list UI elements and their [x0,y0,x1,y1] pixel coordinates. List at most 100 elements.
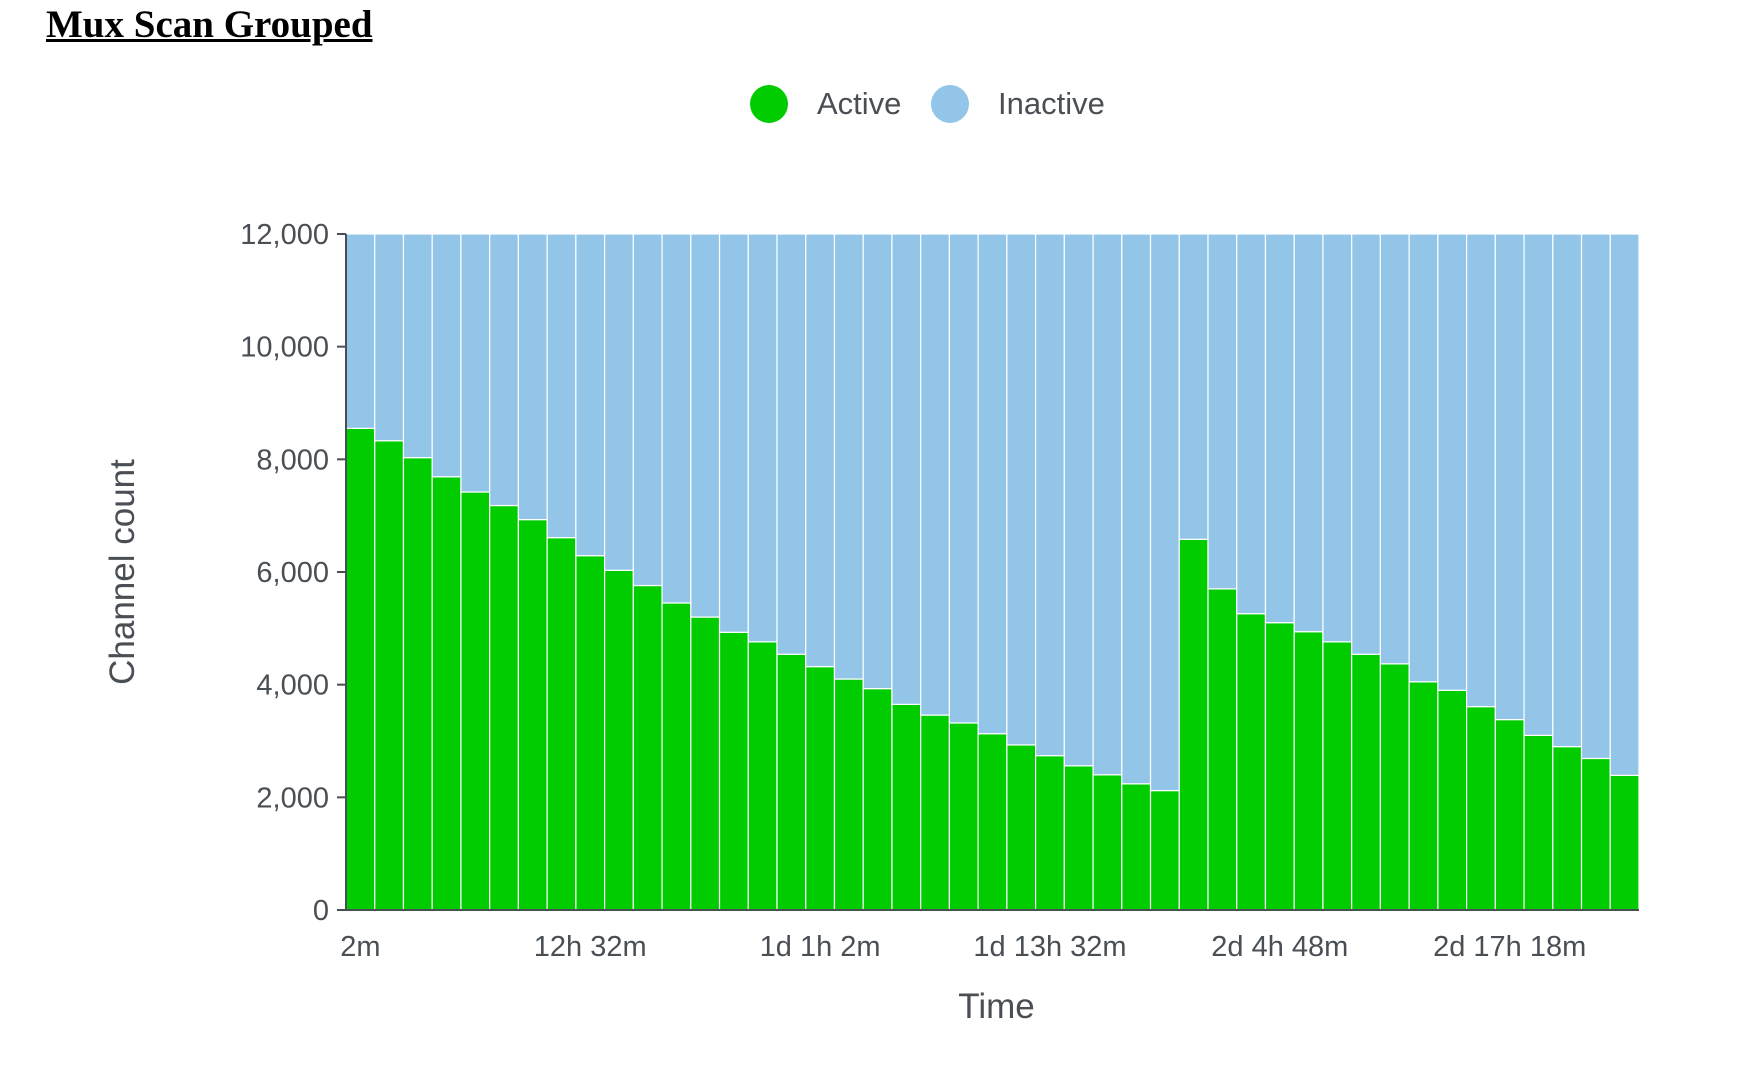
bar-active-3 [431,476,462,911]
bar-active-6 [517,519,548,911]
legend-swatch-inactive [931,85,969,123]
y-tick-label: 4,000 [256,670,329,702]
bar-inactive-24 [1034,233,1065,757]
bar-inactive-1 [374,233,405,442]
y-tick-label: 10,000 [240,332,329,364]
y-tick-label: 2,000 [256,782,329,814]
legend: Active Inactive [750,85,1105,123]
bar-active-37 [1408,681,1439,911]
y-tick-label: 8,000 [256,444,329,476]
bar-inactive-17 [833,233,864,680]
bar-active-35 [1351,653,1381,911]
bar-active-34 [1322,641,1353,911]
bar-inactive-39 [1465,233,1496,708]
bar-active-36 [1379,663,1410,911]
bar-inactive-3 [431,233,462,478]
bar-inactive-18 [862,233,893,690]
bar-active-26 [1092,774,1123,911]
bar-active-25 [1063,765,1094,911]
bar-inactive-37 [1408,233,1439,683]
bar-active-24 [1034,755,1065,911]
bar-inactive-2 [402,233,433,459]
bar-active-11 [661,602,692,911]
y-tick-label: 6,000 [256,557,329,589]
bar-active-1 [374,440,405,911]
page-title: Mux Scan Grouped [46,3,373,46]
bar-inactive-8 [575,233,606,557]
bar-inactive-16 [805,233,836,668]
bar-inactive-43 [1580,233,1611,760]
bar-active-21 [948,722,979,911]
bars [345,233,1640,911]
bar-inactive-28 [1149,233,1180,792]
bar-inactive-26 [1092,233,1123,776]
bar-active-15 [776,653,807,911]
bar-inactive-15 [776,233,807,655]
bar-inactive-36 [1379,233,1410,665]
x-axis-title: Time [958,987,1034,1026]
bar-inactive-31 [1236,233,1267,615]
bar-inactive-32 [1264,233,1295,624]
bar-active-9 [603,569,634,911]
bar-active-29 [1178,538,1209,911]
bar-inactive-38 [1437,233,1468,691]
y-tick-label: 0 [313,895,329,927]
bar-inactive-12 [690,233,721,618]
bar-active-12 [690,616,721,911]
bar-active-4 [460,491,491,911]
x-tick-label: 1d 13h 32m [973,931,1126,963]
bar-active-13 [718,631,749,911]
bar-active-2 [402,457,433,911]
bar-active-42 [1552,746,1583,911]
bar-active-10 [632,584,663,911]
bar-active-28 [1149,789,1180,911]
bar-active-40 [1494,718,1525,911]
bar-inactive-33 [1293,233,1324,633]
bar-inactive-34 [1322,233,1353,643]
legend-label-inactive: Inactive [998,86,1105,121]
bar-inactive-30 [1207,233,1238,590]
y-axis: 0 2,000 4,000 6,000 8,000 10,000 12,000 [240,219,347,927]
x-tick-label: 2d 4h 48m [1211,931,1348,963]
bar-active-31 [1236,613,1267,911]
bar-active-30 [1207,588,1238,911]
bar-inactive-41 [1523,233,1554,736]
bar-inactive-7 [546,233,577,539]
bar-inactive-22 [977,233,1008,735]
x-tick-label: 12h 32m [534,931,647,963]
bar-active-20 [920,714,951,911]
x-tick-label: 1d 1h 2m [760,931,881,963]
y-tick-label: 12,000 [240,219,329,251]
bar-active-14 [747,641,778,911]
bar-inactive-0 [345,233,376,429]
legend-label-active: Active [817,86,901,121]
bar-active-23 [1006,744,1037,911]
bar-active-18 [862,688,893,911]
bar-active-44 [1609,774,1640,911]
bar-active-7 [546,537,577,911]
bar-inactive-6 [517,233,548,521]
bar-inactive-4 [460,233,491,493]
bar-active-41 [1523,734,1554,911]
bar-inactive-11 [661,233,692,604]
bar-inactive-13 [718,233,749,633]
bar-inactive-25 [1063,233,1094,767]
bar-inactive-29 [1178,233,1209,540]
bar-inactive-44 [1609,233,1640,776]
bar-inactive-42 [1552,233,1583,748]
bar-active-19 [891,703,922,911]
bar-active-16 [805,666,836,911]
bar-inactive-19 [891,233,922,705]
x-axis: 2m 12h 32m 1d 1h 2m 1d 13h 32m 2d 4h 48m 2d 1… [340,909,1639,963]
bar-active-33 [1293,631,1324,911]
bar-inactive-23 [1006,233,1037,746]
bar-active-22 [977,733,1008,911]
bar-active-38 [1437,689,1468,911]
bar-active-5 [489,504,519,911]
bar-inactive-14 [747,233,778,643]
bar-inactive-5 [489,233,519,507]
bar-active-32 [1264,622,1295,911]
bar-inactive-40 [1494,233,1525,721]
bar-inactive-10 [632,233,663,587]
